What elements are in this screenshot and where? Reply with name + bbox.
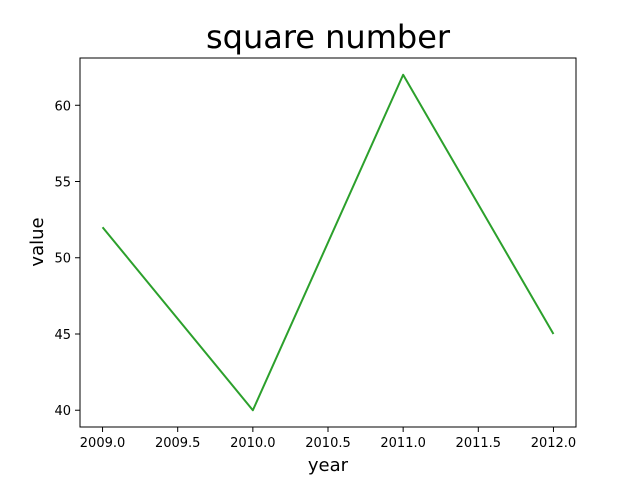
y-tick-label: 55 <box>54 176 71 191</box>
series-line-0 <box>101 73 555 412</box>
plot-area <box>79 57 577 428</box>
x-tick-label: 2010.0 <box>230 436 276 451</box>
x-tick-label: 2012.0 <box>531 436 577 451</box>
x-tick-label: 2011.0 <box>380 436 426 451</box>
y-axis-ticks: 40 45 50 55 60 <box>54 99 80 419</box>
series-layer <box>101 73 555 412</box>
x-axis-ticks: 2009.0 2009.5 2010.0 2010.5 2011.0 2011.5 2012… <box>80 427 576 451</box>
x-axis-label: year <box>308 455 349 476</box>
y-axis-label: value <box>27 217 48 266</box>
x-tick-label: 2010.5 <box>305 436 351 451</box>
y-tick-label: 40 <box>54 404 71 419</box>
chart-title: square number <box>206 18 451 56</box>
y-tick-label: 45 <box>54 328 71 343</box>
y-tick-label: 50 <box>54 252 71 267</box>
x-tick-label: 2009.5 <box>155 436 201 451</box>
x-tick-label: 2009.0 <box>80 436 126 451</box>
y-tick-label: 60 <box>54 99 71 114</box>
x-tick-label: 2011.5 <box>456 436 502 451</box>
